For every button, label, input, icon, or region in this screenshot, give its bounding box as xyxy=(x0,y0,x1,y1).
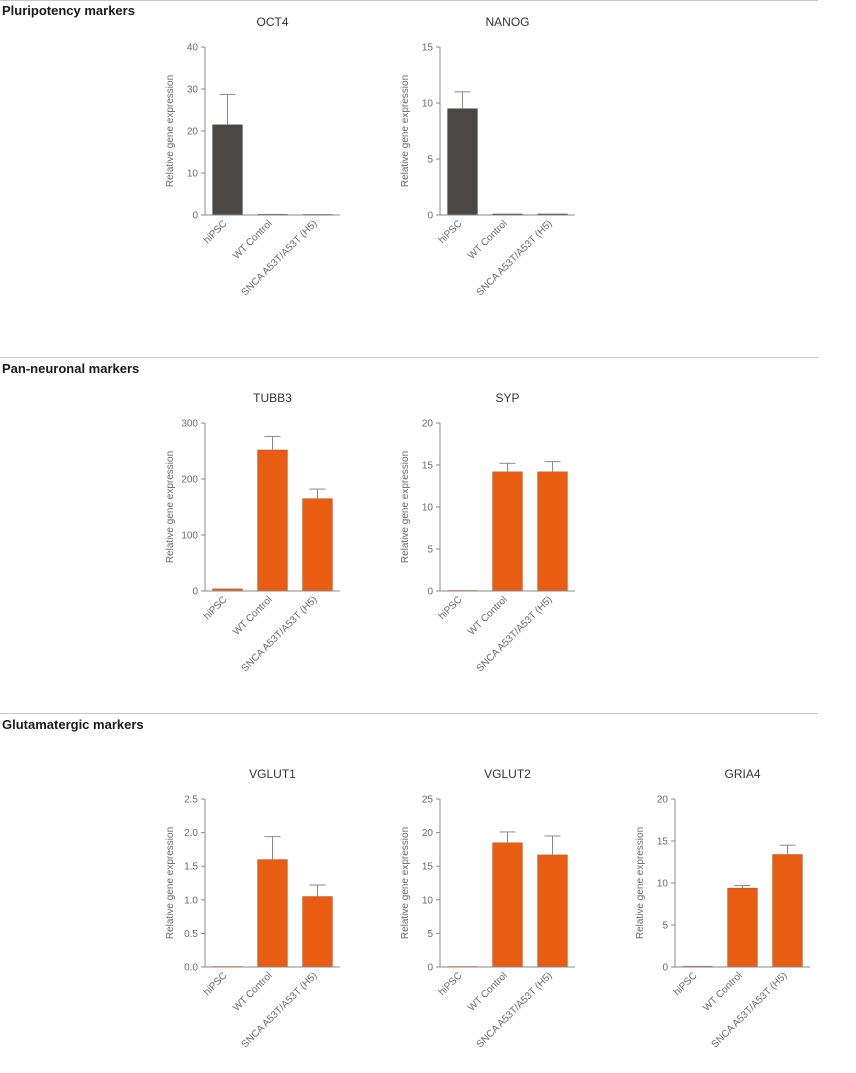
x-tick-label: WT Control xyxy=(231,218,274,261)
y-tick-label: 100 xyxy=(181,531,198,542)
y-axis-label: Relative gene expression xyxy=(635,827,646,939)
bar xyxy=(302,498,333,592)
chart-nanog: NANOG Relative gene expression 0 5 10 15 hiPSC… xyxy=(400,15,575,298)
x-tick-label: WT Control xyxy=(231,970,274,1013)
y-tick-label: 15 xyxy=(657,837,669,848)
x-tick-label: SNCA A53T/A53T (H5) xyxy=(240,594,320,674)
x-tick-label: hiPSC xyxy=(672,970,700,998)
y-tick-label: 10 xyxy=(187,169,199,180)
y-axis-label: Relative gene expression xyxy=(400,75,411,187)
bar xyxy=(257,859,288,968)
y-tick-label: 15 xyxy=(422,43,434,54)
x-tick-label: SNCA A53T/A53T (H5) xyxy=(710,970,790,1050)
chart-oct4: OCT4 Relative gene expression 0 10 20 30 40 hiP… xyxy=(165,15,340,298)
x-tick-label: hiPSC xyxy=(202,218,230,246)
y-tick-label: 0 xyxy=(427,211,433,222)
chart-gria4: GRIA4 Relative gene expression 0 5 10 15 20 hiP… xyxy=(635,767,810,1050)
y-tick-label: 1.0 xyxy=(184,895,198,906)
y-tick-label: 300 xyxy=(181,419,198,430)
x-tick-label: WT Control xyxy=(701,970,744,1013)
y-tick-label: 20 xyxy=(657,795,669,806)
x-tick-label: SNCA A53T/A53T (H5) xyxy=(475,594,555,674)
y-tick-label: 5 xyxy=(427,155,433,166)
y-axis-label: Relative gene expression xyxy=(400,451,411,563)
x-tick-label: SNCA A53T/A53T (H5) xyxy=(240,218,320,298)
y-tick-label: 0 xyxy=(192,587,198,598)
y-axis-label: Relative gene expression xyxy=(165,451,176,563)
section-divider xyxy=(0,0,818,1)
chart-title: VGLUT1 xyxy=(249,767,296,781)
y-tick-label: 0 xyxy=(427,587,433,598)
chart-vglut1: VGLUT1 Relative gene expression 0.0 0.5 1.0 1… xyxy=(165,767,340,1050)
y-tick-label: 15 xyxy=(422,461,434,472)
y-tick-label: 0 xyxy=(427,963,433,974)
section-title-pan-neuronal: Pan-neuronal markers xyxy=(2,361,140,376)
chart-title: SYP xyxy=(495,391,519,405)
x-tick-label: hiPSC xyxy=(202,594,230,622)
chart-title: OCT4 xyxy=(256,15,288,29)
x-tick-label: WT Control xyxy=(466,594,509,637)
y-axis-label: Relative gene expression xyxy=(165,75,176,187)
bar xyxy=(212,124,243,216)
y-tick-label: 10 xyxy=(422,895,434,906)
y-tick-label: 25 xyxy=(422,795,434,806)
y-tick-label: 200 xyxy=(181,475,198,486)
chart-title: TUBB3 xyxy=(253,391,292,405)
x-tick-label: SNCA A53T/A53T (H5) xyxy=(475,970,555,1050)
section-title-glutamatergic: Glutamatergic markers xyxy=(2,717,144,732)
y-tick-label: 15 xyxy=(422,862,434,873)
y-tick-label: 20 xyxy=(422,419,434,430)
y-tick-label: 0.5 xyxy=(184,929,198,940)
y-tick-label: 10 xyxy=(657,879,669,890)
y-axis-label: Relative gene expression xyxy=(400,827,411,939)
y-tick-label: 5 xyxy=(662,921,668,932)
bar xyxy=(727,887,758,968)
y-tick-label: 5 xyxy=(427,929,433,940)
chart-vglut2: VGLUT2 Relative gene expression 0 5 10 15 20 25… xyxy=(400,767,575,1050)
x-tick-label: hiPSC xyxy=(437,594,465,622)
bar xyxy=(257,449,288,592)
x-tick-label: hiPSC xyxy=(437,970,465,998)
y-tick-label: 1.5 xyxy=(184,862,198,873)
chart-tubb3: TUBB3 Relative gene expression 0 100 200 300 h… xyxy=(165,391,340,674)
y-tick-label: 2.5 xyxy=(184,795,198,806)
y-tick-label: 30 xyxy=(187,85,199,96)
section-divider xyxy=(0,357,818,358)
bar xyxy=(492,842,523,968)
y-tick-label: 20 xyxy=(187,127,199,138)
y-tick-label: 10 xyxy=(422,99,434,110)
bar xyxy=(537,854,568,968)
x-tick-label: SNCA A53T/A53T (H5) xyxy=(240,970,320,1050)
x-tick-label: WT Control xyxy=(466,970,509,1013)
bar xyxy=(447,108,478,216)
chart-title: VGLUT2 xyxy=(484,767,531,781)
bar xyxy=(302,896,333,968)
y-tick-label: 40 xyxy=(187,43,199,54)
y-tick-label: 10 xyxy=(422,503,434,514)
section-divider xyxy=(0,713,818,714)
section-title-pluripotency: Pluripotency markers xyxy=(2,3,135,18)
y-tick-label: 0 xyxy=(662,963,668,974)
bar xyxy=(492,471,523,592)
y-tick-label: 2.0 xyxy=(184,828,198,839)
y-tick-label: 5 xyxy=(427,545,433,556)
y-tick-label: 20 xyxy=(422,828,434,839)
x-tick-label: hiPSC xyxy=(202,970,230,998)
chart-title: GRIA4 xyxy=(724,767,760,781)
x-tick-label: SNCA A53T/A53T (H5) xyxy=(475,218,555,298)
x-tick-label: WT Control xyxy=(466,218,509,261)
chart-syp: SYP Relative gene expression 0 5 10 15 20 hiPSC… xyxy=(400,391,575,674)
chart-title: NANOG xyxy=(485,15,529,29)
y-axis-label: Relative gene expression xyxy=(165,827,176,939)
y-tick-label: 0 xyxy=(192,211,198,222)
x-tick-label: WT Control xyxy=(231,594,274,637)
bar xyxy=(537,471,568,592)
x-tick-label: hiPSC xyxy=(437,218,465,246)
y-tick-label: 0.0 xyxy=(184,963,198,974)
bar xyxy=(772,854,803,968)
